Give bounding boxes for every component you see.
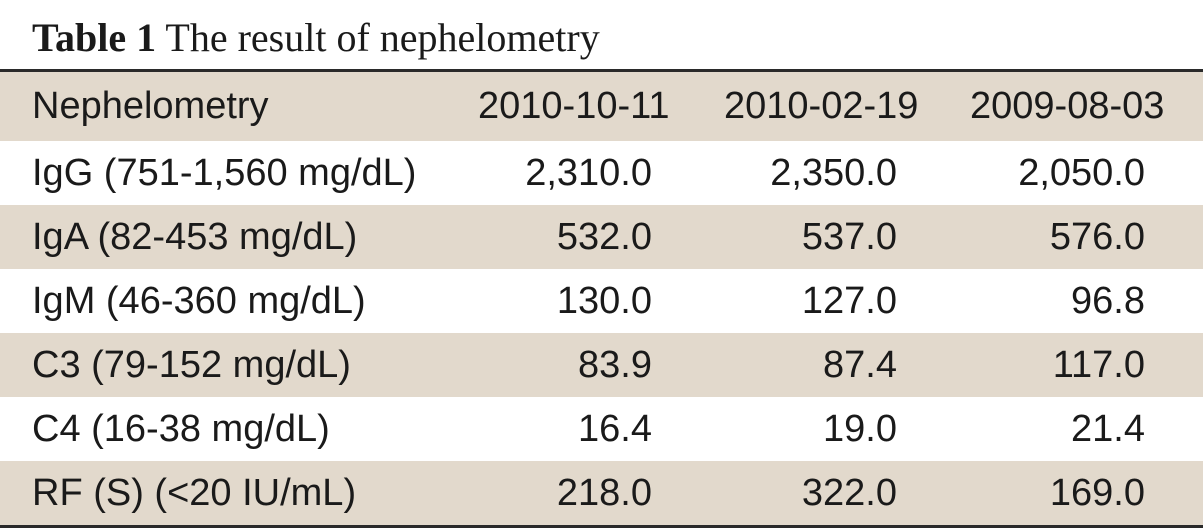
- table-row: IgM (46-360 mg/dL) 130.0 127.0 96.8: [0, 269, 1203, 333]
- table-header-row: Nephelometry 2010-10-11 2010-02-19 2009-…: [0, 72, 1203, 141]
- row-label: C3 (79-152 mg/dL): [32, 343, 351, 386]
- table-title: The result of nephelometry: [165, 15, 600, 60]
- value-cell: 96.8: [1071, 279, 1145, 322]
- value-cell: 16.4: [578, 407, 652, 450]
- value-cell: 130.0: [556, 279, 652, 322]
- value-cell: 117.0: [1052, 343, 1145, 386]
- value-cell: 2,350.0: [770, 151, 897, 194]
- nephelometry-table: Nephelometry 2010-10-11 2010-02-19 2009-…: [0, 69, 1203, 528]
- row-label: IgG (751-1,560 mg/dL): [32, 151, 417, 194]
- value-cell: 537.0: [801, 215, 897, 258]
- value-cell: 532.0: [556, 215, 652, 258]
- value-cell: 87.4: [823, 343, 897, 386]
- table-row: C3 (79-152 mg/dL) 83.9 87.4 117.0: [0, 333, 1203, 397]
- value-cell: 2,050.0: [1018, 151, 1145, 194]
- value-cell: 21.4: [1071, 407, 1145, 450]
- header-date-2: 2010-02-19: [724, 85, 919, 127]
- table-caption: Table 1 The result of nephelometry: [32, 12, 600, 64]
- header-date-1: 2010-10-11: [478, 85, 670, 127]
- table-row: C4 (16-38 mg/dL) 16.4 19.0 21.4: [0, 397, 1203, 461]
- table-row: IgA (82-453 mg/dL) 532.0 537.0 576.0: [0, 205, 1203, 269]
- value-cell: 127.0: [801, 279, 897, 322]
- row-label: IgM (46-360 mg/dL): [32, 279, 366, 322]
- value-cell: 19.0: [823, 407, 897, 450]
- row-label: RF (S) (<20 IU/mL): [32, 471, 357, 514]
- value-cell: 576.0: [1049, 215, 1145, 258]
- value-cell: 218.0: [556, 471, 652, 514]
- value-cell: 2,310.0: [525, 151, 652, 194]
- table-row: RF (S) (<20 IU/mL) 218.0 322.0 169.0: [0, 461, 1203, 525]
- value-cell: 83.9: [578, 343, 652, 386]
- row-label: IgA (82-453 mg/dL): [32, 215, 358, 258]
- table-row: IgG (751-1,560 mg/dL) 2,310.0 2,350.0 2,…: [0, 141, 1203, 205]
- header-nephelometry: Nephelometry: [32, 85, 269, 127]
- table-number: Table 1: [32, 15, 157, 60]
- row-label: C4 (16-38 mg/dL): [32, 407, 330, 450]
- header-date-3: 2009-08-03: [970, 85, 1165, 127]
- value-cell: 169.0: [1049, 471, 1145, 514]
- value-cell: 322.0: [801, 471, 897, 514]
